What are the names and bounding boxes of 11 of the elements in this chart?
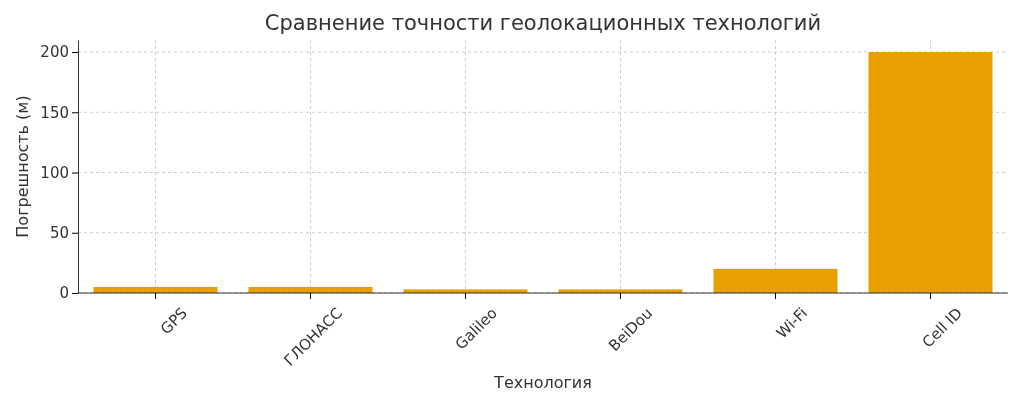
y-tick-label: 100 bbox=[40, 163, 69, 182]
bar bbox=[868, 52, 993, 293]
y-tick-label: 0 bbox=[59, 284, 69, 303]
x-axis-title: Технология bbox=[493, 373, 592, 392]
bar bbox=[713, 268, 838, 293]
y-axis-title: Погрешность (м) bbox=[13, 95, 32, 238]
y-tick-label: 150 bbox=[40, 103, 69, 122]
y-tick-label: 200 bbox=[40, 43, 69, 62]
y-tick-label: 50 bbox=[49, 224, 69, 243]
chart-title: Сравнение точности геолокационных технологий bbox=[264, 11, 822, 35]
x-tick-label: Cell ID bbox=[918, 304, 966, 352]
